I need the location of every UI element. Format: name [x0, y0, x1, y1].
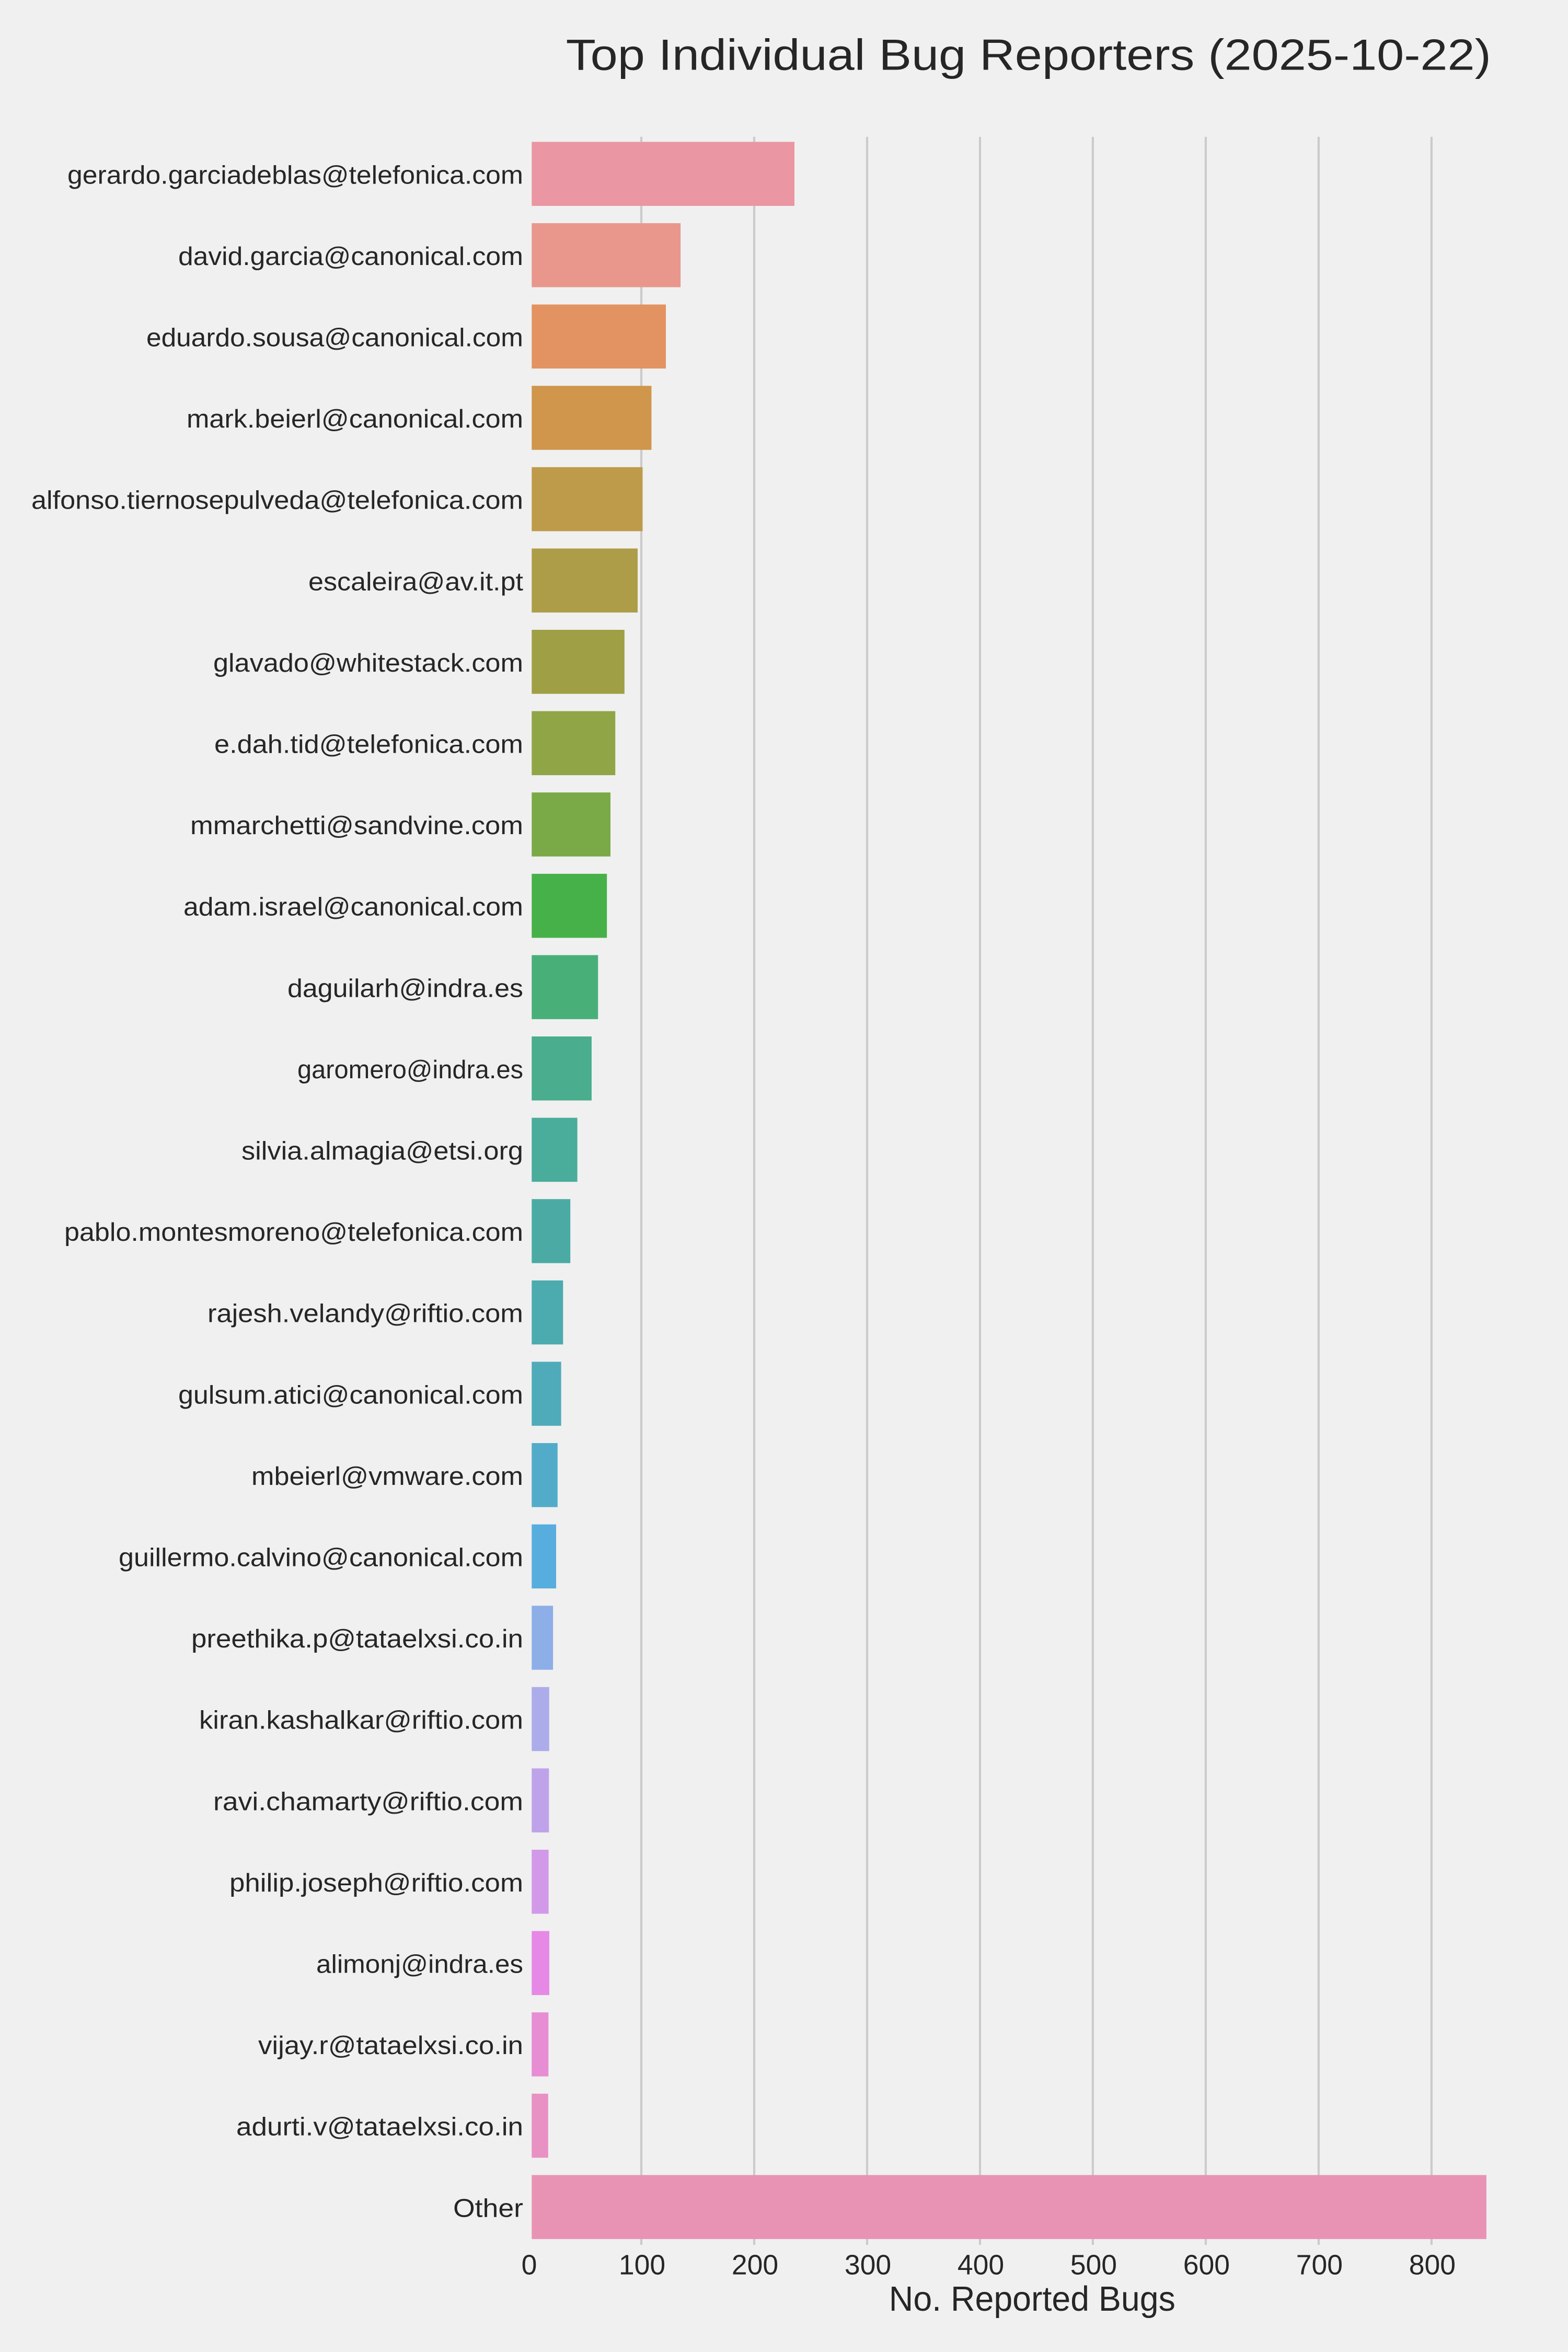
svg-text:200: 200 — [732, 2250, 778, 2281]
svg-text:kiran.kashalkar@riftio.com: kiran.kashalkar@riftio.com — [199, 1706, 523, 1735]
svg-text:escaleira@av.it.pt: escaleira@av.it.pt — [308, 567, 523, 596]
svg-text:mark.beierl@canonical.com: mark.beierl@canonical.com — [187, 405, 523, 433]
svg-text:alfonso.tiernosepulveda@telefo: alfonso.tiernosepulveda@telefonica.com — [31, 486, 523, 515]
svg-text:preethika.p@tataelxsi.co.in: preethika.p@tataelxsi.co.in — [191, 1624, 523, 1653]
svg-text:adam.israel@canonical.com: adam.israel@canonical.com — [183, 893, 523, 921]
svg-text:300: 300 — [845, 2250, 891, 2281]
svg-text:adurti.v@tataelxsi.co.in: adurti.v@tataelxsi.co.in — [236, 2113, 523, 2141]
svg-text:pablo.montesmoreno@telefonica.: pablo.montesmoreno@telefonica.com — [64, 1218, 523, 1247]
svg-text:800: 800 — [1409, 2250, 1456, 2281]
svg-text:david.garcia@canonical.com: david.garcia@canonical.com — [178, 242, 523, 271]
svg-text:mmarchetti@sandvine.com: mmarchetti@sandvine.com — [190, 811, 523, 840]
svg-text:Other: Other — [453, 2194, 523, 2222]
svg-text:guillermo.calvino@canonical.co: guillermo.calvino@canonical.com — [119, 1543, 523, 1572]
svg-text:e.dah.tid@telefonica.com: e.dah.tid@telefonica.com — [214, 730, 523, 759]
svg-text:daguilarh@indra.es: daguilarh@indra.es — [287, 974, 523, 1002]
svg-text:100: 100 — [619, 2250, 665, 2281]
svg-text:eduardo.sousa@canonical.com: eduardo.sousa@canonical.com — [146, 324, 523, 352]
svg-text:mbeierl@vmware.com: mbeierl@vmware.com — [251, 1462, 523, 1491]
svg-text:vijay.r@tataelxsi.co.in: vijay.r@tataelxsi.co.in — [258, 2031, 523, 2060]
svg-text:glavado@whitestack.com: glavado@whitestack.com — [213, 649, 523, 677]
svg-text:alimonj@indra.es: alimonj@indra.es — [316, 1950, 523, 1979]
svg-text:ravi.chamarty@riftio.com: ravi.chamarty@riftio.com — [213, 1787, 523, 1816]
svg-text:philip.joseph@riftio.com: philip.joseph@riftio.com — [229, 1869, 523, 1897]
svg-text:silvia.almagia@etsi.org: silvia.almagia@etsi.org — [241, 1137, 523, 1166]
svg-text:No. Reported Bugs: No. Reported Bugs — [889, 2280, 1175, 2319]
svg-text:rajesh.velandy@riftio.com: rajesh.velandy@riftio.com — [207, 1299, 523, 1328]
svg-text:700: 700 — [1296, 2250, 1343, 2281]
svg-text:Top Individual Bug Reporters (: Top Individual Bug Reporters (2025-10-22… — [566, 30, 1491, 79]
svg-text:0: 0 — [522, 2250, 537, 2281]
svg-text:gulsum.atici@canonical.com: gulsum.atici@canonical.com — [178, 1380, 523, 1409]
svg-text:garomero@indra.es: garomero@indra.es — [297, 1055, 523, 1084]
svg-text:600: 600 — [1183, 2250, 1230, 2281]
svg-text:500: 500 — [1070, 2250, 1117, 2281]
svg-text:gerardo.garciadeblas@telefonic: gerardo.garciadeblas@telefonica.com — [67, 160, 523, 189]
svg-text:400: 400 — [958, 2250, 1004, 2281]
